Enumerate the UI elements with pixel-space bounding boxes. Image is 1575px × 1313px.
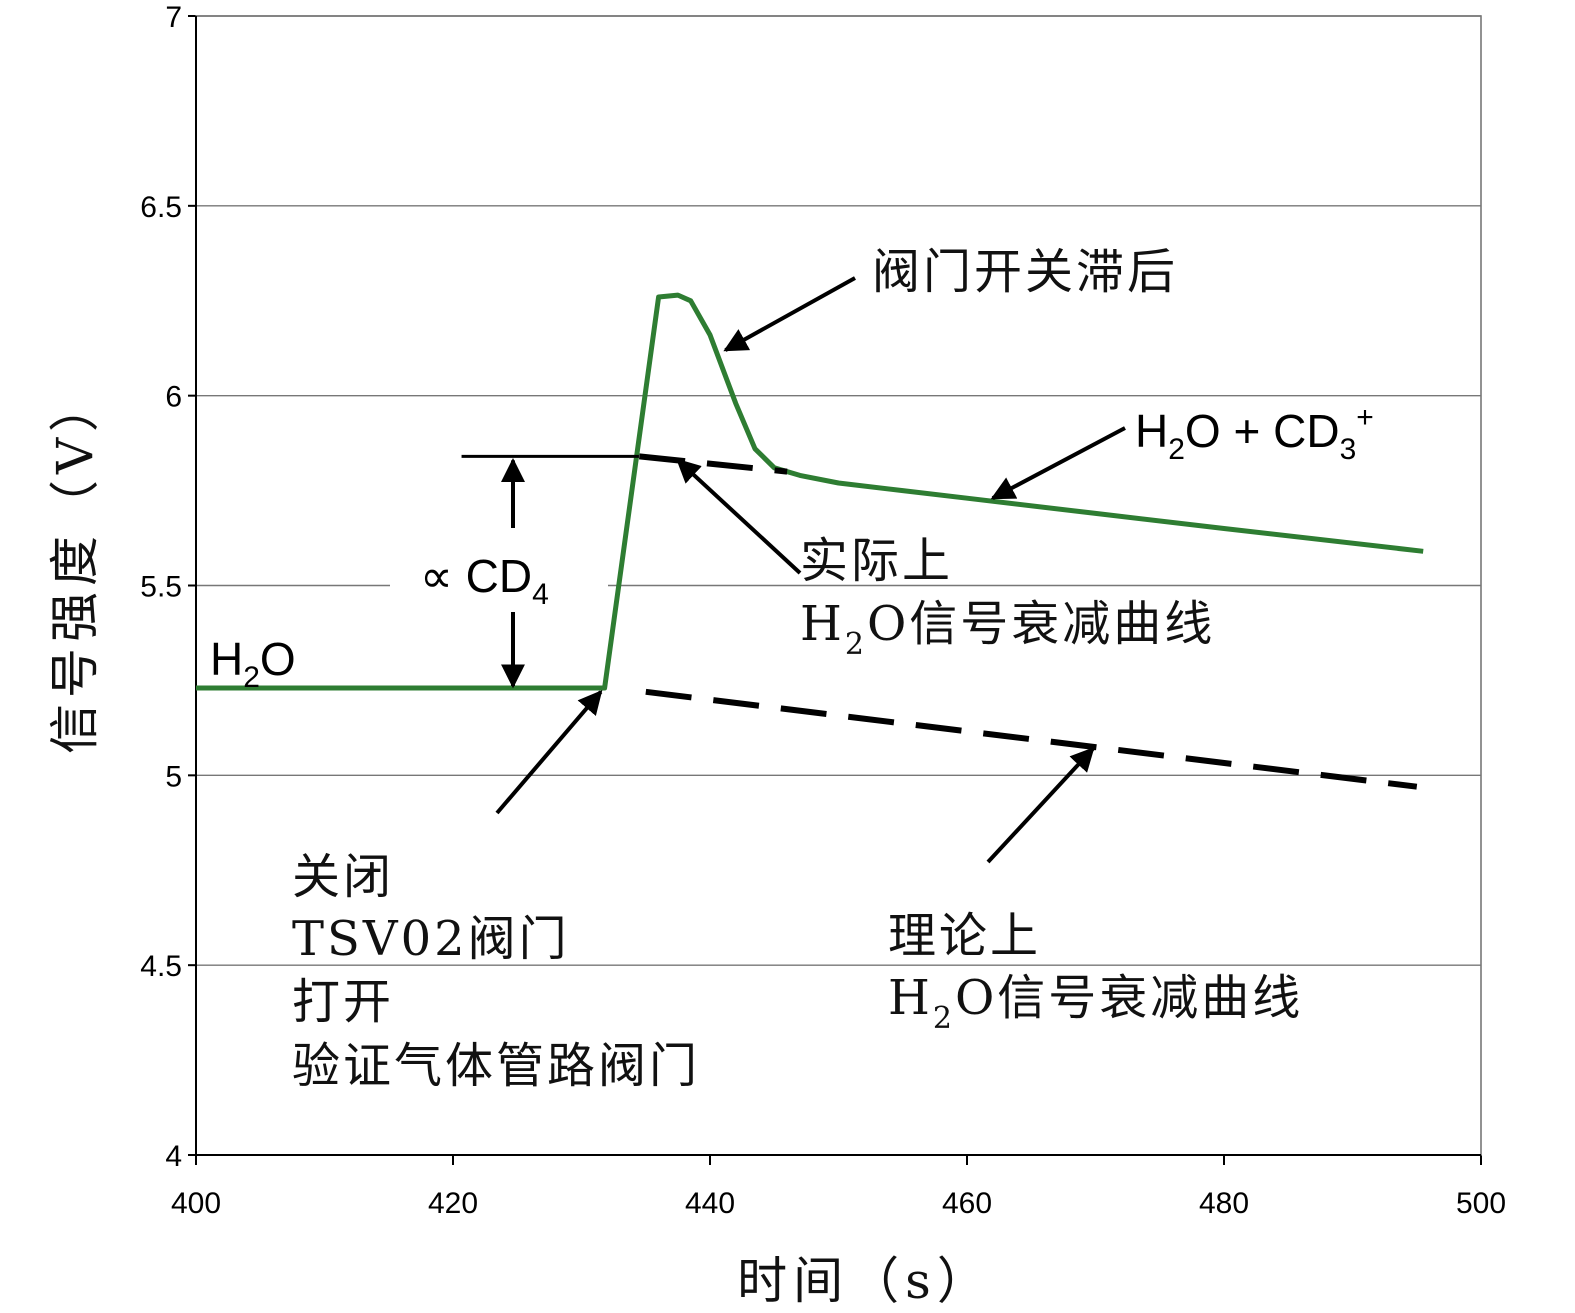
x-tick-label: 500 [1456, 1187, 1506, 1220]
y-tick-label: 6 [165, 381, 182, 414]
label-gas-line-valve: 验证气体管路阀门 [292, 1038, 700, 1094]
arrow-close-open [495, 689, 603, 815]
label-actual-line2: H2O信号衰减曲线 [800, 596, 1215, 662]
label-h2o-main: H [210, 633, 243, 685]
x-tick-label: 420 [428, 1187, 478, 1220]
y-tick-labels: 4 4.5 5 5.5 6 6.5 7 [140, 1, 182, 1173]
y-tick-label: 4 [165, 1140, 182, 1173]
grid-lines [196, 15, 1481, 966]
axes [188, 15, 1482, 1165]
label-h2o-cd3: H2O + CD3+ [1135, 401, 1374, 466]
label-cd4-sub: 4 [532, 578, 549, 611]
label-h2o-cd3-sub: 2 [1168, 433, 1185, 466]
series-layer [196, 292, 1424, 790]
series-line-dashed [638, 453, 788, 475]
label-theory-rest: O信号衰减曲线 [955, 970, 1303, 1026]
y-tick-label: 7 [165, 1, 182, 34]
label-theory-line2: H2O信号衰减曲线 [888, 970, 1303, 1036]
x-tick-label: 460 [942, 1187, 992, 1220]
arrow-valve-lag [723, 276, 856, 352]
label-cd4-main: ∝ CD [420, 550, 532, 602]
label-actual-h: H [800, 596, 845, 652]
label-h2o-cd3-h: H [1135, 405, 1168, 457]
label-h2o: H2O [210, 633, 296, 694]
x-tick-label: 480 [1199, 1187, 1249, 1220]
label-open: 打开 [292, 974, 394, 1030]
label-actual-rest: O信号衰减曲线 [867, 596, 1215, 652]
arrow-actual [676, 458, 802, 575]
label-h2o-cd3-sup: + [1356, 401, 1374, 434]
arrow-theory [986, 746, 1095, 864]
label-close: 关闭 [292, 849, 394, 905]
y-tick-label: 6.5 [140, 191, 182, 224]
series-line-signal [196, 292, 1424, 691]
x-tick-labels: 400 420 440 460 480 500 [171, 1187, 1506, 1220]
x-tick-label: 440 [685, 1187, 735, 1220]
label-actual-line1: 实际上 [800, 533, 953, 589]
x-axis-title: 时间（s） [737, 1252, 993, 1310]
y-axis-title: 信号强度（V） [46, 376, 104, 754]
y-tick-label: 4.5 [140, 950, 182, 983]
label-actual-sub: 2 [845, 627, 867, 662]
annotation-layer [461, 276, 1126, 864]
label-tsv02: TSV02阀门 [292, 911, 570, 967]
axis-lines [195, 16, 1481, 1156]
label-theory-line1: 理论上 [888, 908, 1041, 964]
label-h2o-cd3-mid: O + CD [1185, 405, 1340, 457]
label-h2o-rest: O [260, 633, 296, 685]
label-cd4: ∝ CD4 [420, 550, 549, 611]
label-valve-lag: 阀门开关滞后 [872, 244, 1178, 300]
label-h2o-cd3-sub2: 3 [1340, 433, 1357, 466]
arrow-h2o-cd3 [990, 426, 1126, 500]
series-line-dashed [645, 688, 1418, 790]
label-theory-h: H [888, 970, 933, 1026]
label-theory-sub: 2 [933, 1001, 955, 1036]
y-tick-label: 5.5 [140, 571, 182, 604]
y-tick-label: 5 [165, 760, 182, 793]
x-tick-label: 400 [171, 1187, 221, 1220]
label-h2o-sub: 2 [243, 661, 260, 694]
